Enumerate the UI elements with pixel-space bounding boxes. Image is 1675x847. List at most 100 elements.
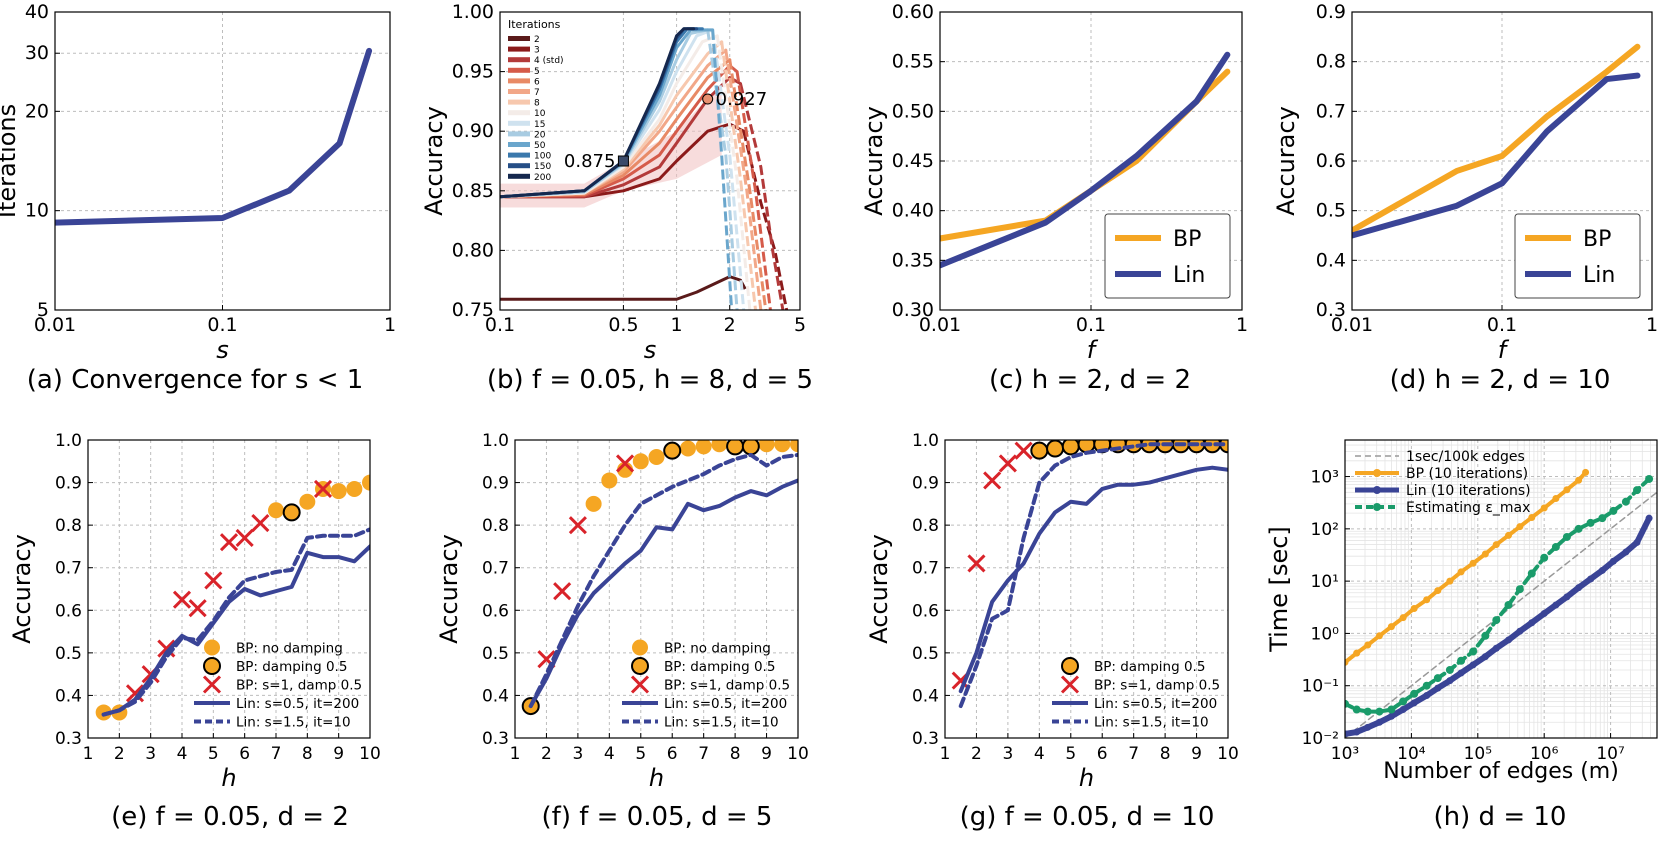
data-point xyxy=(1586,518,1595,527)
plot-area xyxy=(1345,468,1657,738)
data-point xyxy=(1587,575,1595,583)
y-tick-label: 10⁻² xyxy=(1302,729,1339,749)
data-point xyxy=(1633,538,1641,546)
legend-swatch xyxy=(202,675,222,694)
legend-label: BP: no damping xyxy=(236,641,343,657)
y-tick-label: 0.3 xyxy=(912,729,939,749)
data-point xyxy=(1469,647,1478,656)
data-point xyxy=(1481,550,1489,558)
legend-label: 1sec/100k edges xyxy=(1406,449,1525,465)
legend-label: BP xyxy=(1583,227,1611,252)
legend-swatch xyxy=(508,120,530,126)
data-point xyxy=(1399,706,1407,714)
y-tick-label: 0.90 xyxy=(452,120,494,142)
plot-area xyxy=(95,474,370,721)
legend-label: BP (10 iterations) xyxy=(1406,466,1528,482)
y-tick-label: 0.75 xyxy=(452,299,494,321)
data-point xyxy=(1061,440,1080,456)
data-point xyxy=(1481,631,1490,640)
data-point xyxy=(1492,644,1500,652)
data-point xyxy=(1434,684,1442,692)
plot-frame xyxy=(514,439,799,739)
x-tick-label: 1 xyxy=(1236,314,1248,336)
data-point xyxy=(362,474,370,491)
data-point xyxy=(1345,658,1349,666)
legend-swatch xyxy=(508,67,530,73)
legend-swatch xyxy=(631,657,649,675)
legend-label: BP: damping 0.5 xyxy=(664,659,775,675)
data-point xyxy=(172,590,192,609)
y-tick-label: 0.8 xyxy=(55,516,82,536)
data-point xyxy=(313,479,333,499)
data-point xyxy=(1434,587,1442,595)
x-tick-label: 8 xyxy=(302,744,313,764)
data-point xyxy=(1387,705,1396,714)
chart-panel-f: 1 2 3 4 5 6 7 8 9 10 0.3 0.4 0.5 0.6 0.7 0.8 0.9 1.0 h Accu… xyxy=(435,431,809,832)
y-tick-label: 0.30 xyxy=(892,299,934,321)
series-line-4 xyxy=(528,478,798,709)
data-point xyxy=(188,599,207,618)
legend-label: Lin: s=0.5, it=200 xyxy=(1094,696,1217,712)
plot-frame xyxy=(1344,439,1658,739)
data-point xyxy=(1410,604,1418,612)
y-tick-label: 0.8 xyxy=(482,516,509,536)
data-point xyxy=(585,495,602,512)
plot-area xyxy=(55,47,373,226)
plot-frame xyxy=(944,439,1229,739)
x-tick-label: 1 xyxy=(1646,314,1658,336)
x-axis-label: h xyxy=(221,764,236,792)
series-tail-11 xyxy=(711,29,734,310)
x-tick-label: 9 xyxy=(761,744,772,764)
data-point xyxy=(983,471,1002,490)
data-point xyxy=(1492,541,1500,549)
series-tail-10 xyxy=(706,29,739,310)
series-line-5 xyxy=(528,452,798,709)
x-tick-label: 4 xyxy=(177,744,188,764)
data-point xyxy=(774,440,791,453)
y-tick-label: 0.4 xyxy=(1316,249,1346,271)
data-point xyxy=(1645,514,1653,522)
y-tick-label: 0.3 xyxy=(1316,299,1346,321)
data-point xyxy=(1014,441,1033,460)
legend-swatch xyxy=(508,163,530,169)
x-tick-label: 5 xyxy=(208,744,219,764)
y-tick-label: 0.4 xyxy=(55,686,82,706)
legend-swatch xyxy=(630,675,650,694)
x-tick-label: 5 xyxy=(794,314,806,336)
x-tick-label: 0.1 xyxy=(1076,314,1106,336)
series-line-2 xyxy=(1345,470,1588,665)
x-tick-label: 7 xyxy=(271,744,282,764)
data-point xyxy=(1446,577,1454,585)
data-point xyxy=(219,533,239,552)
x-tick-label: 3 xyxy=(1002,744,1013,764)
subfigure-caption: (d) h = 2, d = 10 xyxy=(1390,365,1611,395)
x-tick-label: 10⁵ xyxy=(1464,744,1492,764)
series-line-4 xyxy=(101,544,370,717)
subfigure-caption: (h) d = 10 xyxy=(1434,802,1567,832)
series-tail-5 xyxy=(728,59,768,310)
data-point xyxy=(1457,656,1466,665)
data-point xyxy=(268,502,284,519)
legend-label: BP: no damping xyxy=(664,641,771,657)
data-point xyxy=(299,493,316,510)
x-tick-label: 8 xyxy=(730,744,741,764)
legend-label: Lin: s=0.5, it=200 xyxy=(236,696,359,712)
data-point xyxy=(726,440,745,456)
x-tick-label: 4 xyxy=(1034,744,1045,764)
y-tick-label: 0.40 xyxy=(892,200,934,222)
series-line-2 xyxy=(940,51,1231,269)
y-tick-label: 0.45 xyxy=(892,150,934,172)
legend-swatch xyxy=(508,57,530,63)
data-point xyxy=(1574,524,1583,533)
data-point xyxy=(601,472,618,489)
legend-label: 20 xyxy=(534,130,546,140)
y-tick-label: 1.0 xyxy=(912,431,939,451)
y-tick-label: 5 xyxy=(37,299,49,321)
data-point xyxy=(1562,532,1571,541)
data-point xyxy=(663,441,682,460)
series-line-1 xyxy=(1345,491,1657,738)
data-point xyxy=(1563,593,1571,601)
x-tick-label: 10 xyxy=(787,744,809,764)
x-tick-label: 0.01 xyxy=(1331,314,1373,336)
data-point xyxy=(758,440,775,453)
